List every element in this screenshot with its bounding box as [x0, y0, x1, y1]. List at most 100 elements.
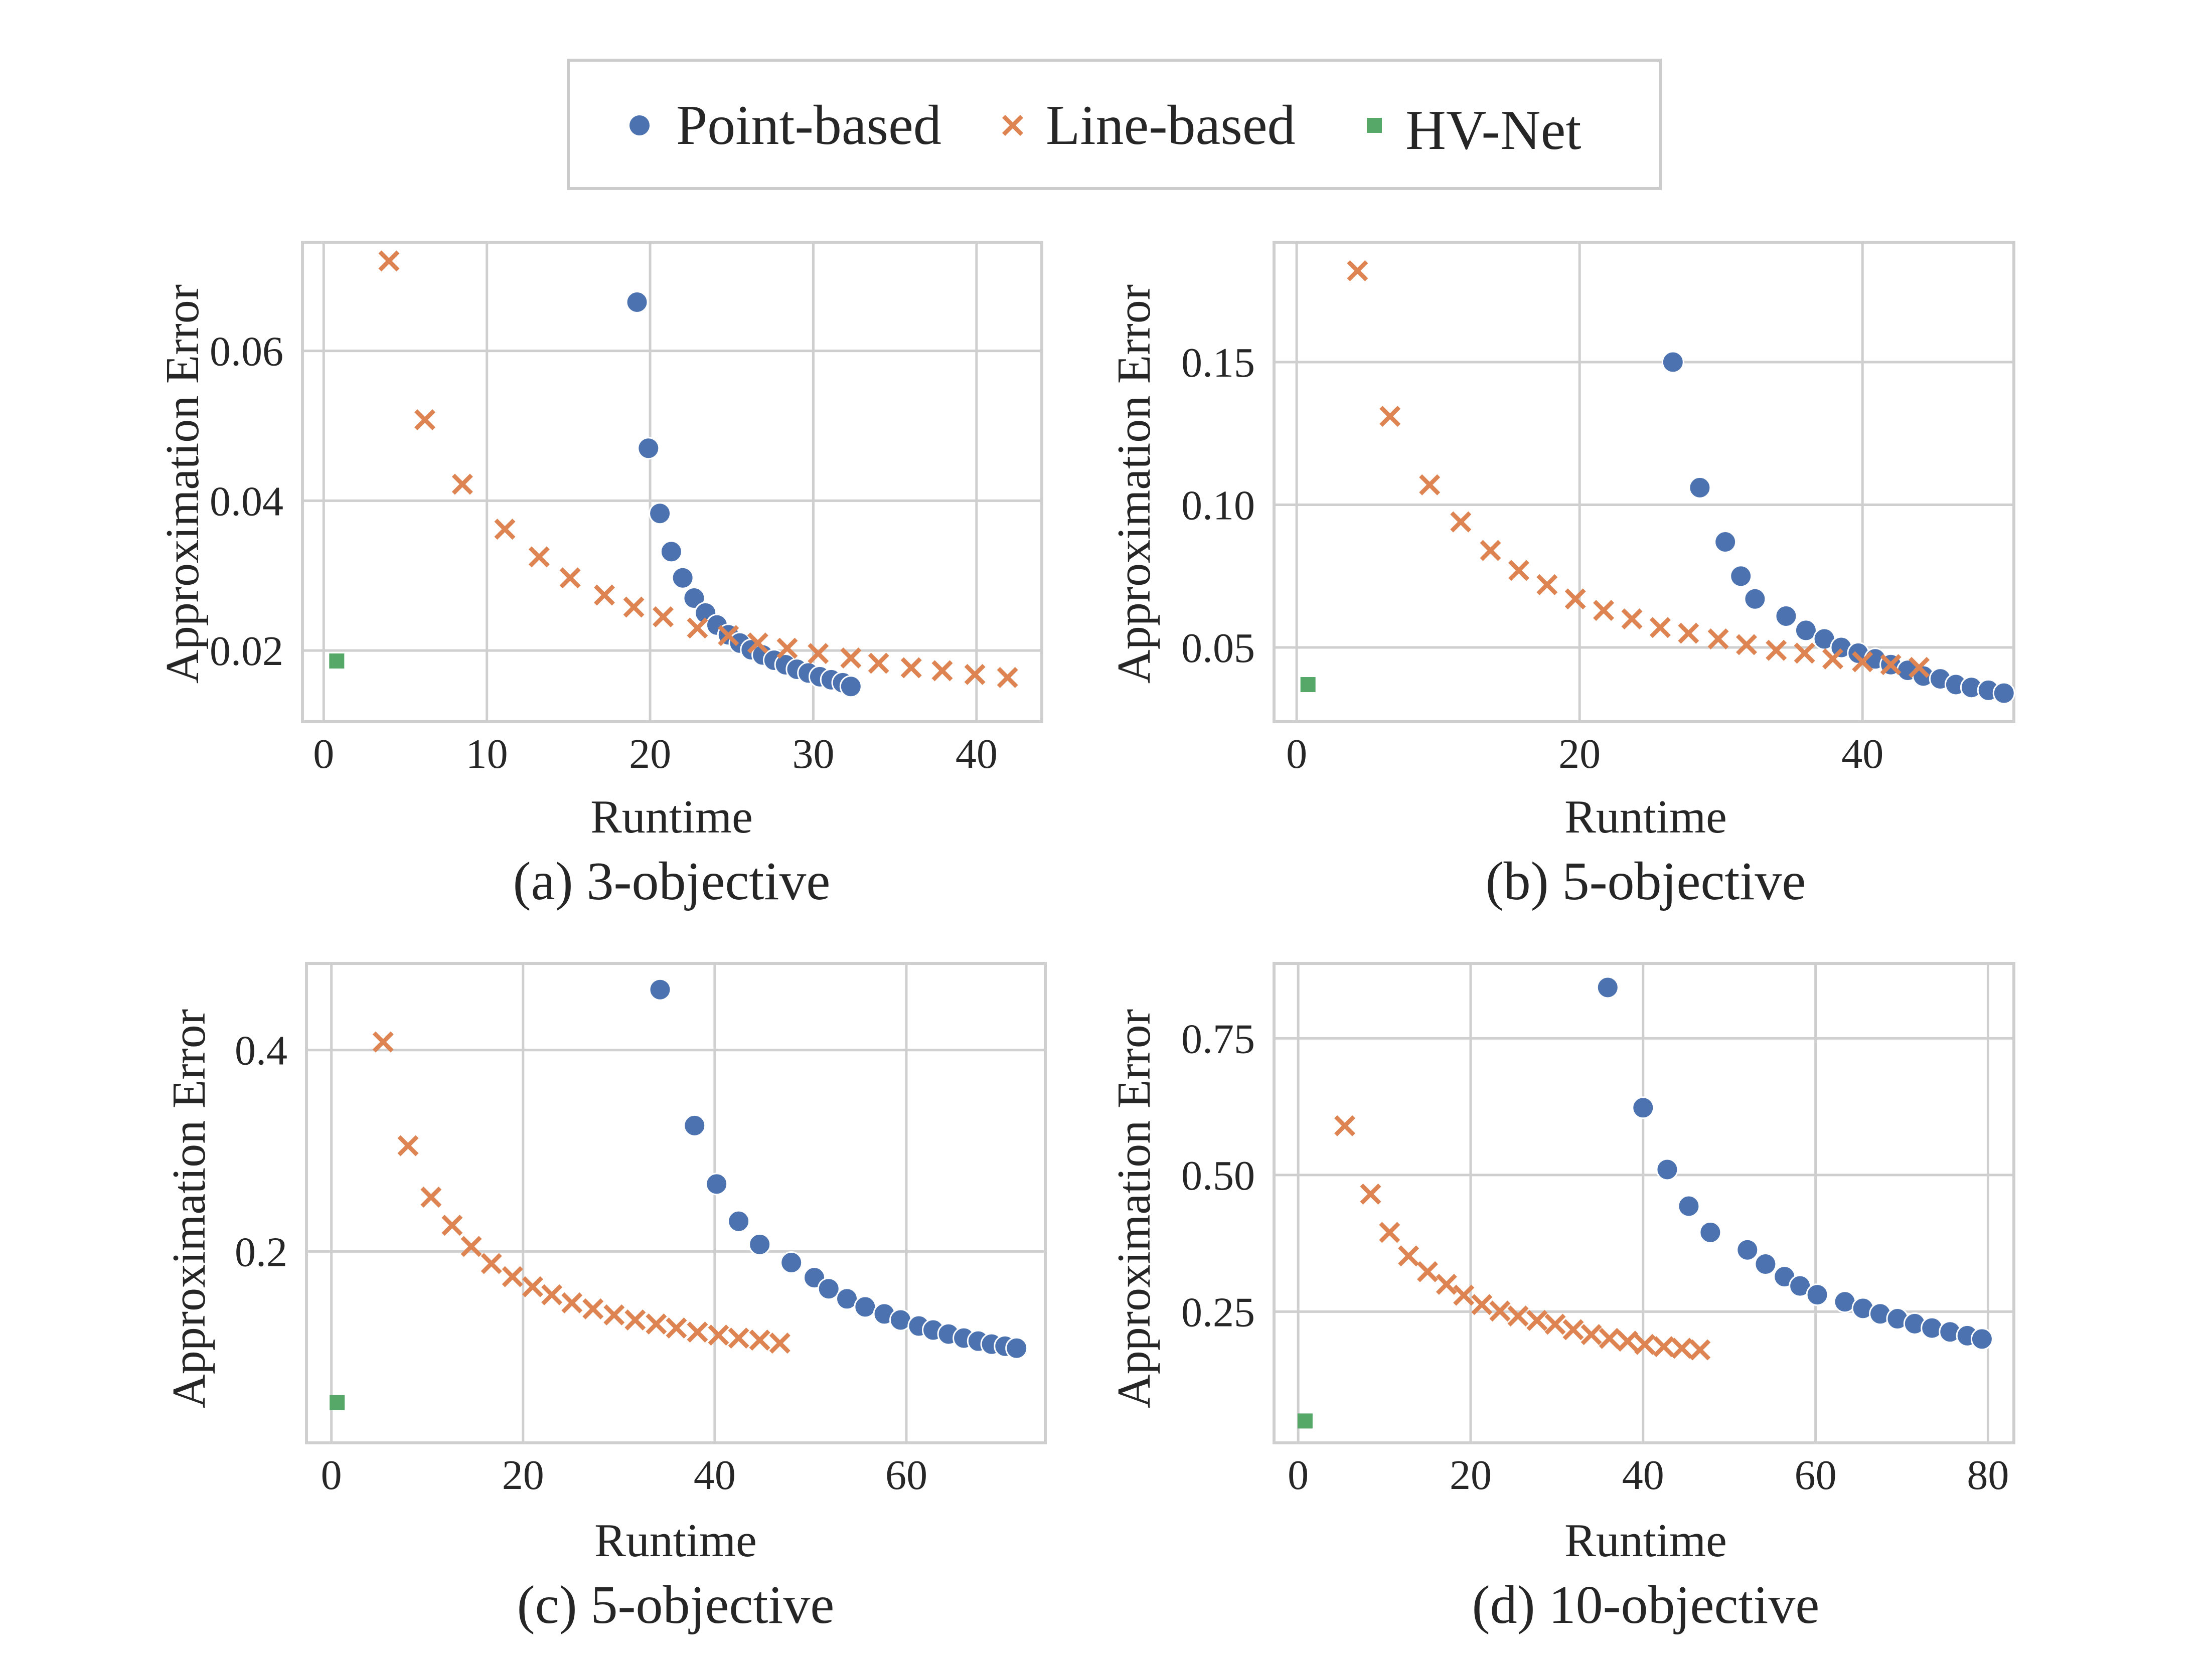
- panel-b-line-based-point: [1822, 648, 1844, 670]
- panel-d-point-based-point: [1970, 1328, 1993, 1351]
- panel-d-hv-net-point: [1297, 1413, 1313, 1429]
- panel-d-line-based-point: [1544, 1313, 1566, 1335]
- panel-a-hv-net-point: [329, 653, 345, 669]
- panel-d-line-based-point: [1453, 1284, 1475, 1306]
- panel-a-line-based-point: [378, 250, 400, 272]
- panel-b-ytick-label: 0.10: [1181, 482, 1255, 529]
- panel-a-ytick-label: 0.06: [210, 328, 283, 375]
- panel-c-ytick-label: 0.4: [235, 1028, 287, 1074]
- panel-d-line-based-point: [1599, 1328, 1620, 1349]
- panel-d-point-based-point: [1596, 976, 1619, 999]
- panel-a-ytick-label: 0.02: [210, 628, 283, 675]
- panel-a-line-based-point: [414, 409, 436, 431]
- panel-a-line-based-point: [964, 664, 986, 685]
- panel-a-xtick-label: 10: [466, 731, 508, 777]
- panel-a-line-based-point: [494, 519, 516, 540]
- panel-b-line-based-point: [1450, 511, 1472, 533]
- panel-d-ytick-label: 0.50: [1181, 1152, 1255, 1199]
- panel-d-line-based-point: [1562, 1319, 1584, 1341]
- panel-d-ytick-label: 0.75: [1181, 1016, 1255, 1062]
- panel-b-line-based-point: [1379, 406, 1401, 427]
- panel-c-line-based-point: [687, 1321, 708, 1343]
- panel-c-xtick-label: 40: [694, 1452, 736, 1499]
- panel-c-point-based-point: [705, 1173, 728, 1196]
- panel-a-xtick-label: 40: [956, 731, 998, 777]
- panel-d-xtick-label: 20: [1450, 1452, 1492, 1499]
- panel-d-point-based-point: [1677, 1195, 1700, 1218]
- panel-b-line-based-point: [1621, 608, 1643, 630]
- panel-b-ylabel: Approximation Error: [1108, 284, 1160, 684]
- panel-b-ytick-label: 0.15: [1181, 340, 1255, 386]
- panel-d-plot: 0 20 40 60 80 0.25 0.50 0.75: [1181, 962, 2015, 1499]
- panel-d-line-based-point: [1398, 1245, 1419, 1267]
- panel-c-line-based-point: [541, 1284, 563, 1305]
- panel-b-point-based-point: [1992, 682, 2015, 705]
- legend-hv-net-label: HV-Net: [1405, 99, 1582, 161]
- panel-b: 0 20 40 0.05 0.10 0.15 Approximation Error Ru…: [1108, 241, 2015, 911]
- panel-b-line-based-point: [1419, 474, 1441, 495]
- panel-a-line-based-point: [931, 660, 953, 682]
- panel-d-line-based-point: [1507, 1305, 1529, 1327]
- panel-d-line-based-point: [1360, 1184, 1381, 1205]
- panel-b-line-based-point: [1347, 260, 1368, 281]
- panel-c-ylabel: Approximation Error: [163, 1009, 215, 1408]
- panel-a-point-based-point: [660, 540, 683, 563]
- panel-b-point-based-point: [1775, 604, 1798, 627]
- panel-c-frame: [305, 962, 1047, 1444]
- panel-b-line-based-point: [1649, 617, 1671, 638]
- panel-d-point-based-point: [1736, 1238, 1759, 1261]
- panel-a-line-based-point: [653, 606, 674, 627]
- legend-line-based-label: Line-based: [1046, 94, 1296, 156]
- panel-d-line-based-point: [1436, 1273, 1457, 1295]
- panel-b-line-based-point: [1766, 639, 1787, 661]
- panel-b-plot: 0 20 40 0.05 0.10 0.15: [1181, 241, 2015, 777]
- panel-b-line-based-point: [1909, 656, 1930, 678]
- panel-c-line-based-point: [666, 1317, 687, 1339]
- panel-c-hv-net-point: [330, 1395, 345, 1410]
- panel-c-point-based-point: [817, 1277, 840, 1300]
- panel-c-line-based-point: [749, 1330, 770, 1351]
- legend-frame: [567, 59, 1662, 190]
- panel-c-line-based-point: [481, 1253, 502, 1274]
- panel-b-line-based-point: [1508, 560, 1529, 581]
- panel-d-line-based-point: [1617, 1331, 1638, 1352]
- panel-a-xlabel: Runtime: [590, 791, 753, 843]
- panel-b-xlabel: Runtime: [1564, 791, 1727, 843]
- panel-b-line-based-point: [1794, 642, 1815, 664]
- panel-d-caption: (d) 10-objective: [1472, 1575, 1820, 1635]
- panel-a-ylabel: Approximation Error: [156, 284, 209, 684]
- panel-b-caption: (b) 5-objective: [1486, 852, 1806, 911]
- panel-b-point-based-point: [1744, 587, 1767, 610]
- panel-a-xtick-label: 30: [792, 731, 834, 777]
- panel-c-plot-area: [306, 963, 1045, 1443]
- panel-c-line-based-point: [397, 1135, 419, 1156]
- panel-b-xtick-label: 40: [1841, 731, 1883, 777]
- panel-c-line-based-point: [603, 1304, 625, 1325]
- legend-line-based-marker: [1002, 115, 1023, 136]
- panel-d-point-based-point: [1921, 1316, 1944, 1340]
- panel-a-line-based-point: [776, 637, 798, 659]
- panel-a-point-based-point: [839, 675, 862, 698]
- panel-c-point-based-point: [854, 1295, 877, 1318]
- panel-d-xtick-label: 40: [1622, 1452, 1664, 1499]
- panel-b-point-based-point: [1729, 565, 1753, 588]
- panel-d-point-based-point: [1699, 1221, 1722, 1244]
- panel-c-line-based-point: [561, 1292, 583, 1313]
- panel-d-xtick-label: 0: [1288, 1452, 1309, 1499]
- legend-point-based-label: Point-based: [676, 94, 941, 156]
- panel-b-line-based-point: [1707, 628, 1729, 649]
- panel-b-hv-net-point: [1300, 677, 1316, 693]
- panel-d-frame: [1273, 962, 2015, 1444]
- legend-hv-net-marker: [1367, 118, 1382, 133]
- panel-a-point-based-point: [683, 587, 706, 610]
- panel-a-line-based-point: [747, 632, 768, 654]
- panel-b-ytick-label: 0.05: [1181, 625, 1255, 672]
- panel-b-xtick-label: 0: [1286, 731, 1307, 777]
- panel-a-line-based-point: [623, 596, 645, 618]
- panel-a-line-based-point: [900, 657, 922, 679]
- panel-c-line-based-point: [441, 1215, 463, 1236]
- panel-b-point-based-point: [1714, 531, 1737, 553]
- panel-a-caption: (a) 3-objective: [513, 852, 831, 911]
- panel-b-line-based-point: [1735, 634, 1757, 655]
- panel-d-line-based-point: [1581, 1324, 1602, 1346]
